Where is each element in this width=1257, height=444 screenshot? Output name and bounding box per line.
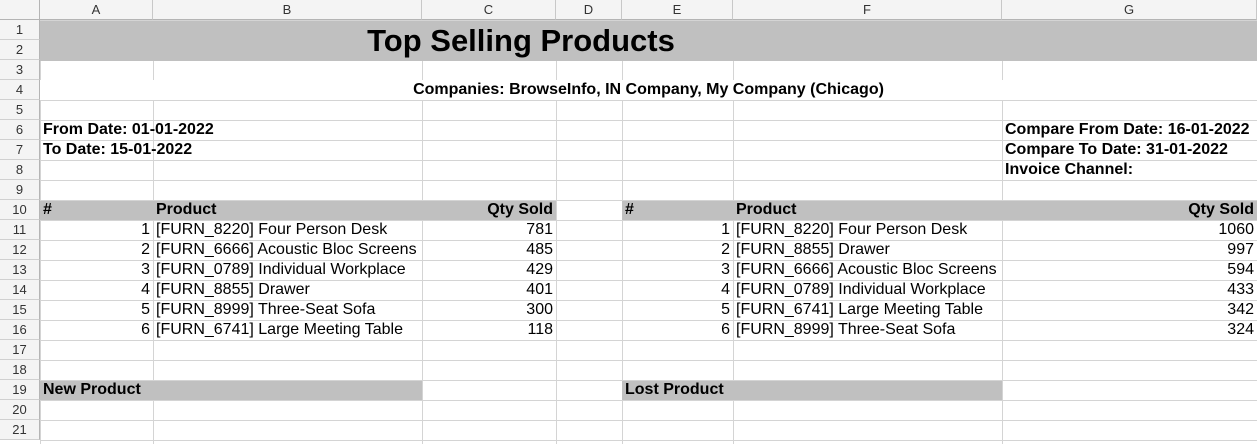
right-row-number[interactable]: 6 — [721, 321, 730, 338]
invoice-channel[interactable]: Invoice Channel: — [1005, 161, 1134, 178]
right-row-number[interactable]: 2 — [721, 241, 730, 258]
row-header-3[interactable]: 3 — [0, 60, 40, 80]
left-row-product[interactable]: [FURN_8855] Drawer — [156, 281, 310, 298]
left-row-qty[interactable]: 485 — [526, 241, 553, 258]
column-header-a[interactable]: A — [40, 0, 153, 20]
row-header-15[interactable]: 15 — [0, 300, 40, 320]
left-row-number[interactable]: 2 — [141, 241, 150, 258]
row-header-1[interactable]: 1 — [0, 20, 40, 40]
row-header-4[interactable]: 4 — [0, 80, 40, 100]
column-header-b[interactable]: B — [153, 0, 422, 20]
right-row-qty[interactable]: 1060 — [1218, 221, 1254, 238]
right-row-number[interactable]: 4 — [721, 281, 730, 298]
left-header-number[interactable]: # — [40, 201, 153, 220]
right-row-product[interactable]: [FURN_8999] Three-Seat Sofa — [736, 321, 956, 338]
right-row-product[interactable]: [FURN_6741] Large Meeting Table — [736, 301, 983, 318]
column-header-e[interactable]: E — [622, 0, 733, 20]
row-header-6[interactable]: 6 — [0, 120, 40, 140]
column-header-f[interactable]: F — [733, 0, 1002, 20]
gridline — [1002, 20, 1003, 444]
column-header-g[interactable]: G — [1002, 0, 1257, 20]
left-row-number[interactable]: 4 — [141, 281, 150, 298]
left-row-qty[interactable]: 401 — [526, 281, 553, 298]
gridline — [422, 20, 423, 444]
row-header-16[interactable]: 16 — [0, 320, 40, 340]
gridline — [153, 20, 154, 444]
row-header-9[interactable]: 9 — [0, 180, 40, 200]
gridline — [556, 20, 557, 444]
lost-product-header[interactable]: Lost Product — [622, 381, 1002, 400]
left-row-qty[interactable]: 118 — [527, 321, 553, 338]
column-header-d[interactable]: D — [556, 0, 622, 20]
right-row-qty[interactable]: 342 — [1227, 301, 1254, 318]
report-title[interactable]: Top Selling Products — [40, 21, 1002, 61]
column-header-c[interactable]: C — [422, 0, 556, 20]
row-header-7[interactable]: 7 — [0, 140, 40, 160]
right-row-number[interactable]: 5 — [721, 301, 730, 318]
gridline — [733, 20, 734, 444]
companies-line[interactable]: Companies: BrowseInfo, IN Company, My Co… — [40, 80, 1257, 100]
select-all-corner[interactable] — [0, 0, 40, 20]
right-row-product[interactable]: [FURN_8855] Drawer — [736, 241, 890, 258]
left-row-number[interactable]: 3 — [141, 261, 150, 278]
right-header-product[interactable]: Product — [733, 201, 1002, 220]
left-row-number[interactable]: 6 — [141, 321, 150, 338]
left-row-number[interactable]: 5 — [141, 301, 150, 318]
right-row-qty[interactable]: 997 — [1227, 241, 1254, 258]
right-row-qty[interactable]: 433 — [1227, 281, 1254, 298]
right-row-number[interactable]: 1 — [721, 221, 730, 238]
right-row-number[interactable]: 3 — [721, 261, 730, 278]
from-date[interactable]: From Date: 01-01-2022 — [43, 121, 214, 138]
compare-to-date[interactable]: Compare To Date: 31-01-2022 — [1005, 141, 1228, 158]
row-header-21[interactable]: 21 — [0, 420, 40, 440]
row-header-8[interactable]: 8 — [0, 160, 40, 180]
right-header-qty[interactable]: Qty Sold — [1002, 201, 1257, 220]
left-row-product[interactable]: [FURN_0789] Individual Workplace — [156, 261, 406, 278]
left-row-product[interactable]: [FURN_8999] Three-Seat Sofa — [156, 301, 376, 318]
left-row-qty[interactable]: 429 — [526, 261, 553, 278]
left-header-qty[interactable]: Qty Sold — [422, 201, 556, 220]
row-header-13[interactable]: 13 — [0, 260, 40, 280]
row-header-10[interactable]: 10 — [0, 200, 40, 220]
row-header-18[interactable]: 18 — [0, 360, 40, 380]
gridline — [622, 20, 623, 444]
title-fill — [1002, 21, 1257, 61]
right-header-number[interactable]: # — [622, 201, 733, 220]
left-row-number[interactable]: 1 — [141, 221, 150, 238]
row-header-19[interactable]: 19 — [0, 380, 40, 400]
right-row-product[interactable]: [FURN_6666] Acoustic Bloc Screens — [736, 261, 997, 278]
row-header-2[interactable]: 2 — [0, 40, 40, 60]
new-product-header[interactable]: New Product — [40, 381, 422, 400]
left-row-product[interactable]: [FURN_8220] Four Person Desk — [156, 221, 388, 238]
row-header-14[interactable]: 14 — [0, 280, 40, 300]
left-row-qty[interactable]: 781 — [526, 221, 553, 238]
row-header-20[interactable]: 20 — [0, 400, 40, 420]
left-row-product[interactable]: [FURN_6666] Acoustic Bloc Screens — [156, 241, 417, 258]
right-row-product[interactable]: [FURN_8220] Four Person Desk — [736, 221, 968, 238]
to-date[interactable]: To Date: 15-01-2022 — [43, 141, 193, 158]
compare-from-date[interactable]: Compare From Date: 16-01-2022 — [1005, 121, 1250, 138]
right-row-qty[interactable]: 324 — [1227, 321, 1254, 338]
row-header-17[interactable]: 17 — [0, 340, 40, 360]
row-header-5[interactable]: 5 — [0, 100, 40, 120]
left-header-product[interactable]: Product — [153, 201, 422, 220]
right-row-product[interactable]: [FURN_0789] Individual Workplace — [736, 281, 986, 298]
right-row-qty[interactable]: 594 — [1227, 261, 1254, 278]
left-row-product[interactable]: [FURN_6741] Large Meeting Table — [156, 321, 403, 338]
left-row-qty[interactable]: 300 — [526, 301, 553, 318]
row-header-11[interactable]: 11 — [0, 220, 40, 240]
row-header-12[interactable]: 12 — [0, 240, 40, 260]
